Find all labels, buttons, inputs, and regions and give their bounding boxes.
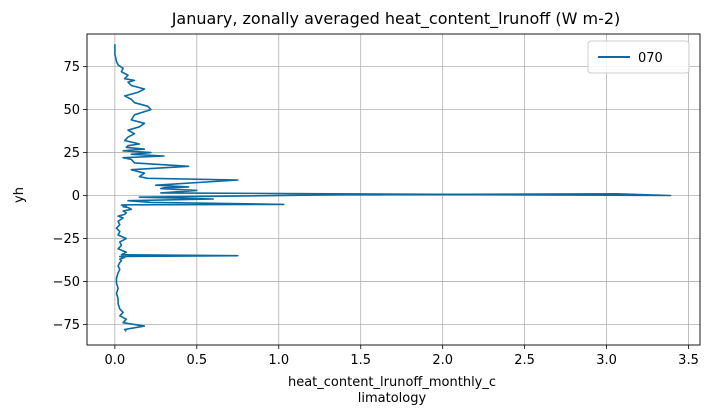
y-tick-label: 75	[63, 60, 80, 75]
x-tick-label: 3.5	[678, 353, 699, 368]
x-tick-label: 1.5	[350, 353, 371, 368]
legend-box	[587, 40, 690, 74]
x-tick-label: 3.0	[596, 353, 617, 368]
plot-frame	[86, 33, 701, 346]
x-axis: 0.0 0.5 1.0 1.5 2.0 2.5 3.0 3.5	[105, 345, 699, 368]
legend: 070	[587, 40, 690, 74]
chart-title: January, zonally averaged heat_content_l…	[171, 9, 621, 29]
x-tick-label: 2.0	[432, 353, 453, 368]
y-axis: −75 −50 −25 0 25 50 75	[53, 60, 87, 333]
y-tick-label: −25	[53, 232, 80, 247]
grid	[87, 34, 700, 345]
x-axis-title-line-1: heat_content_lrunoff_monthly_c	[288, 375, 496, 390]
y-tick-label: 0	[72, 189, 80, 204]
y-tick-label: −50	[53, 275, 80, 290]
x-tick-label: 1.0	[268, 353, 289, 368]
y-tick-label: 25	[63, 146, 80, 161]
x-tick-label: 0.0	[105, 353, 126, 368]
x-tick-label: 0.5	[186, 353, 207, 368]
y-tick-label: 50	[63, 103, 80, 118]
legend-label: 070	[638, 51, 663, 66]
x-axis-title-line-2: limatology	[358, 391, 427, 406]
series-layer	[114, 44, 672, 332]
y-axis-title: yh	[12, 187, 27, 203]
series-line	[114, 44, 672, 332]
x-tick-label: 2.5	[514, 353, 535, 368]
y-tick-label: −75	[53, 318, 80, 333]
